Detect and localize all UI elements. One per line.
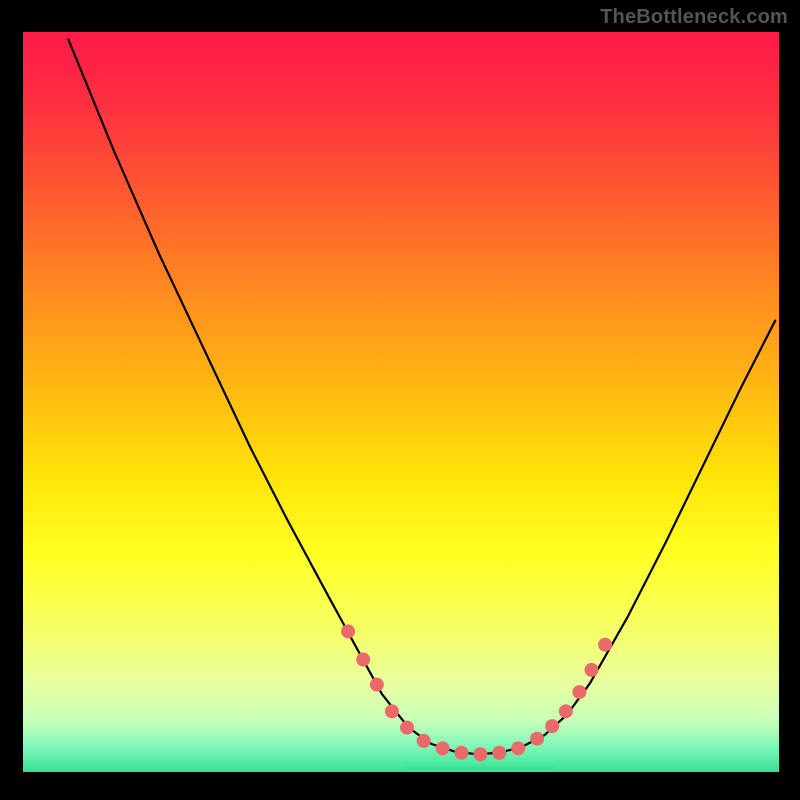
plot-background xyxy=(23,32,779,772)
curve-marker xyxy=(417,734,431,748)
curve-marker xyxy=(341,624,355,638)
curve-marker xyxy=(530,732,544,746)
curve-marker xyxy=(585,663,599,677)
curve-marker xyxy=(559,704,573,718)
curve-marker xyxy=(400,721,414,735)
curve-marker xyxy=(545,719,559,733)
curve-marker xyxy=(511,741,525,755)
curve-marker xyxy=(454,746,468,760)
curve-marker xyxy=(598,638,612,652)
curve-marker xyxy=(436,741,450,755)
curve-marker xyxy=(492,746,506,760)
curve-marker xyxy=(370,678,384,692)
chart-container: TheBottleneck.com xyxy=(0,0,800,800)
curve-marker xyxy=(473,747,487,761)
bottleneck-chart xyxy=(0,0,800,800)
curve-marker xyxy=(572,685,586,699)
curve-marker xyxy=(356,653,370,667)
curve-marker xyxy=(385,704,399,718)
